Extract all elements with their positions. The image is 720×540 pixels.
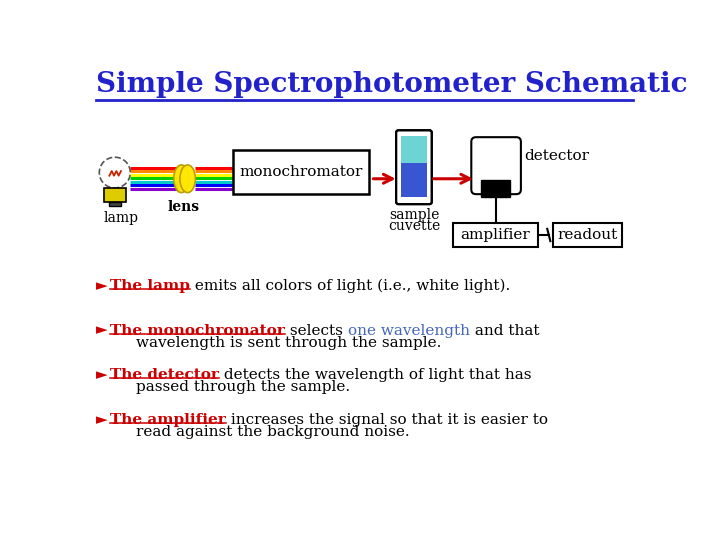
Circle shape (99, 157, 130, 188)
Text: cuvette: cuvette (388, 219, 440, 233)
Text: passed through the sample.: passed through the sample. (137, 381, 351, 395)
Bar (109, 202, 121, 206)
Text: ►: ► (96, 413, 108, 427)
Bar (453, 224, 538, 247)
Text: The lamp: The lamp (110, 279, 190, 293)
Text: The detector: The detector (110, 368, 219, 382)
Text: increases the signal so that it is easier to: increases the signal so that it is easie… (226, 413, 548, 427)
Text: emits all colors of light (i.e., white light).: emits all colors of light (i.e., white l… (190, 279, 510, 293)
Bar (554, 224, 621, 247)
Text: detector: detector (524, 148, 589, 163)
Text: lamp: lamp (104, 211, 139, 225)
Bar (401, 137, 427, 163)
Text: detects the wavelength of light that has: detects the wavelength of light that has (219, 368, 531, 382)
FancyBboxPatch shape (396, 130, 432, 204)
Text: Simple Spectrophotometer Schematic: Simple Spectrophotometer Schematic (96, 71, 688, 98)
Bar (233, 150, 369, 194)
Text: selects: selects (285, 323, 348, 338)
Text: monochromator: monochromator (240, 165, 363, 179)
Ellipse shape (174, 165, 189, 193)
Text: wavelength is sent through the sample.: wavelength is sent through the sample. (137, 336, 442, 350)
Text: The monochromator: The monochromator (110, 323, 285, 338)
Text: sample: sample (389, 208, 439, 222)
Text: and that: and that (469, 323, 539, 338)
Bar (401, 163, 427, 198)
Text: The amplifier: The amplifier (110, 413, 226, 427)
Text: amplifier: amplifier (461, 228, 530, 242)
Text: ►: ► (96, 323, 108, 338)
Text: ►: ► (96, 368, 108, 382)
Ellipse shape (180, 165, 195, 193)
Bar (104, 188, 126, 202)
FancyBboxPatch shape (472, 137, 521, 194)
Text: lens: lens (168, 200, 199, 214)
Text: ►: ► (96, 279, 108, 293)
Text: readout: readout (557, 228, 618, 242)
Text: one wavelength: one wavelength (348, 323, 469, 338)
Text: read against the background noise.: read against the background noise. (137, 425, 410, 439)
Bar (481, 180, 510, 197)
